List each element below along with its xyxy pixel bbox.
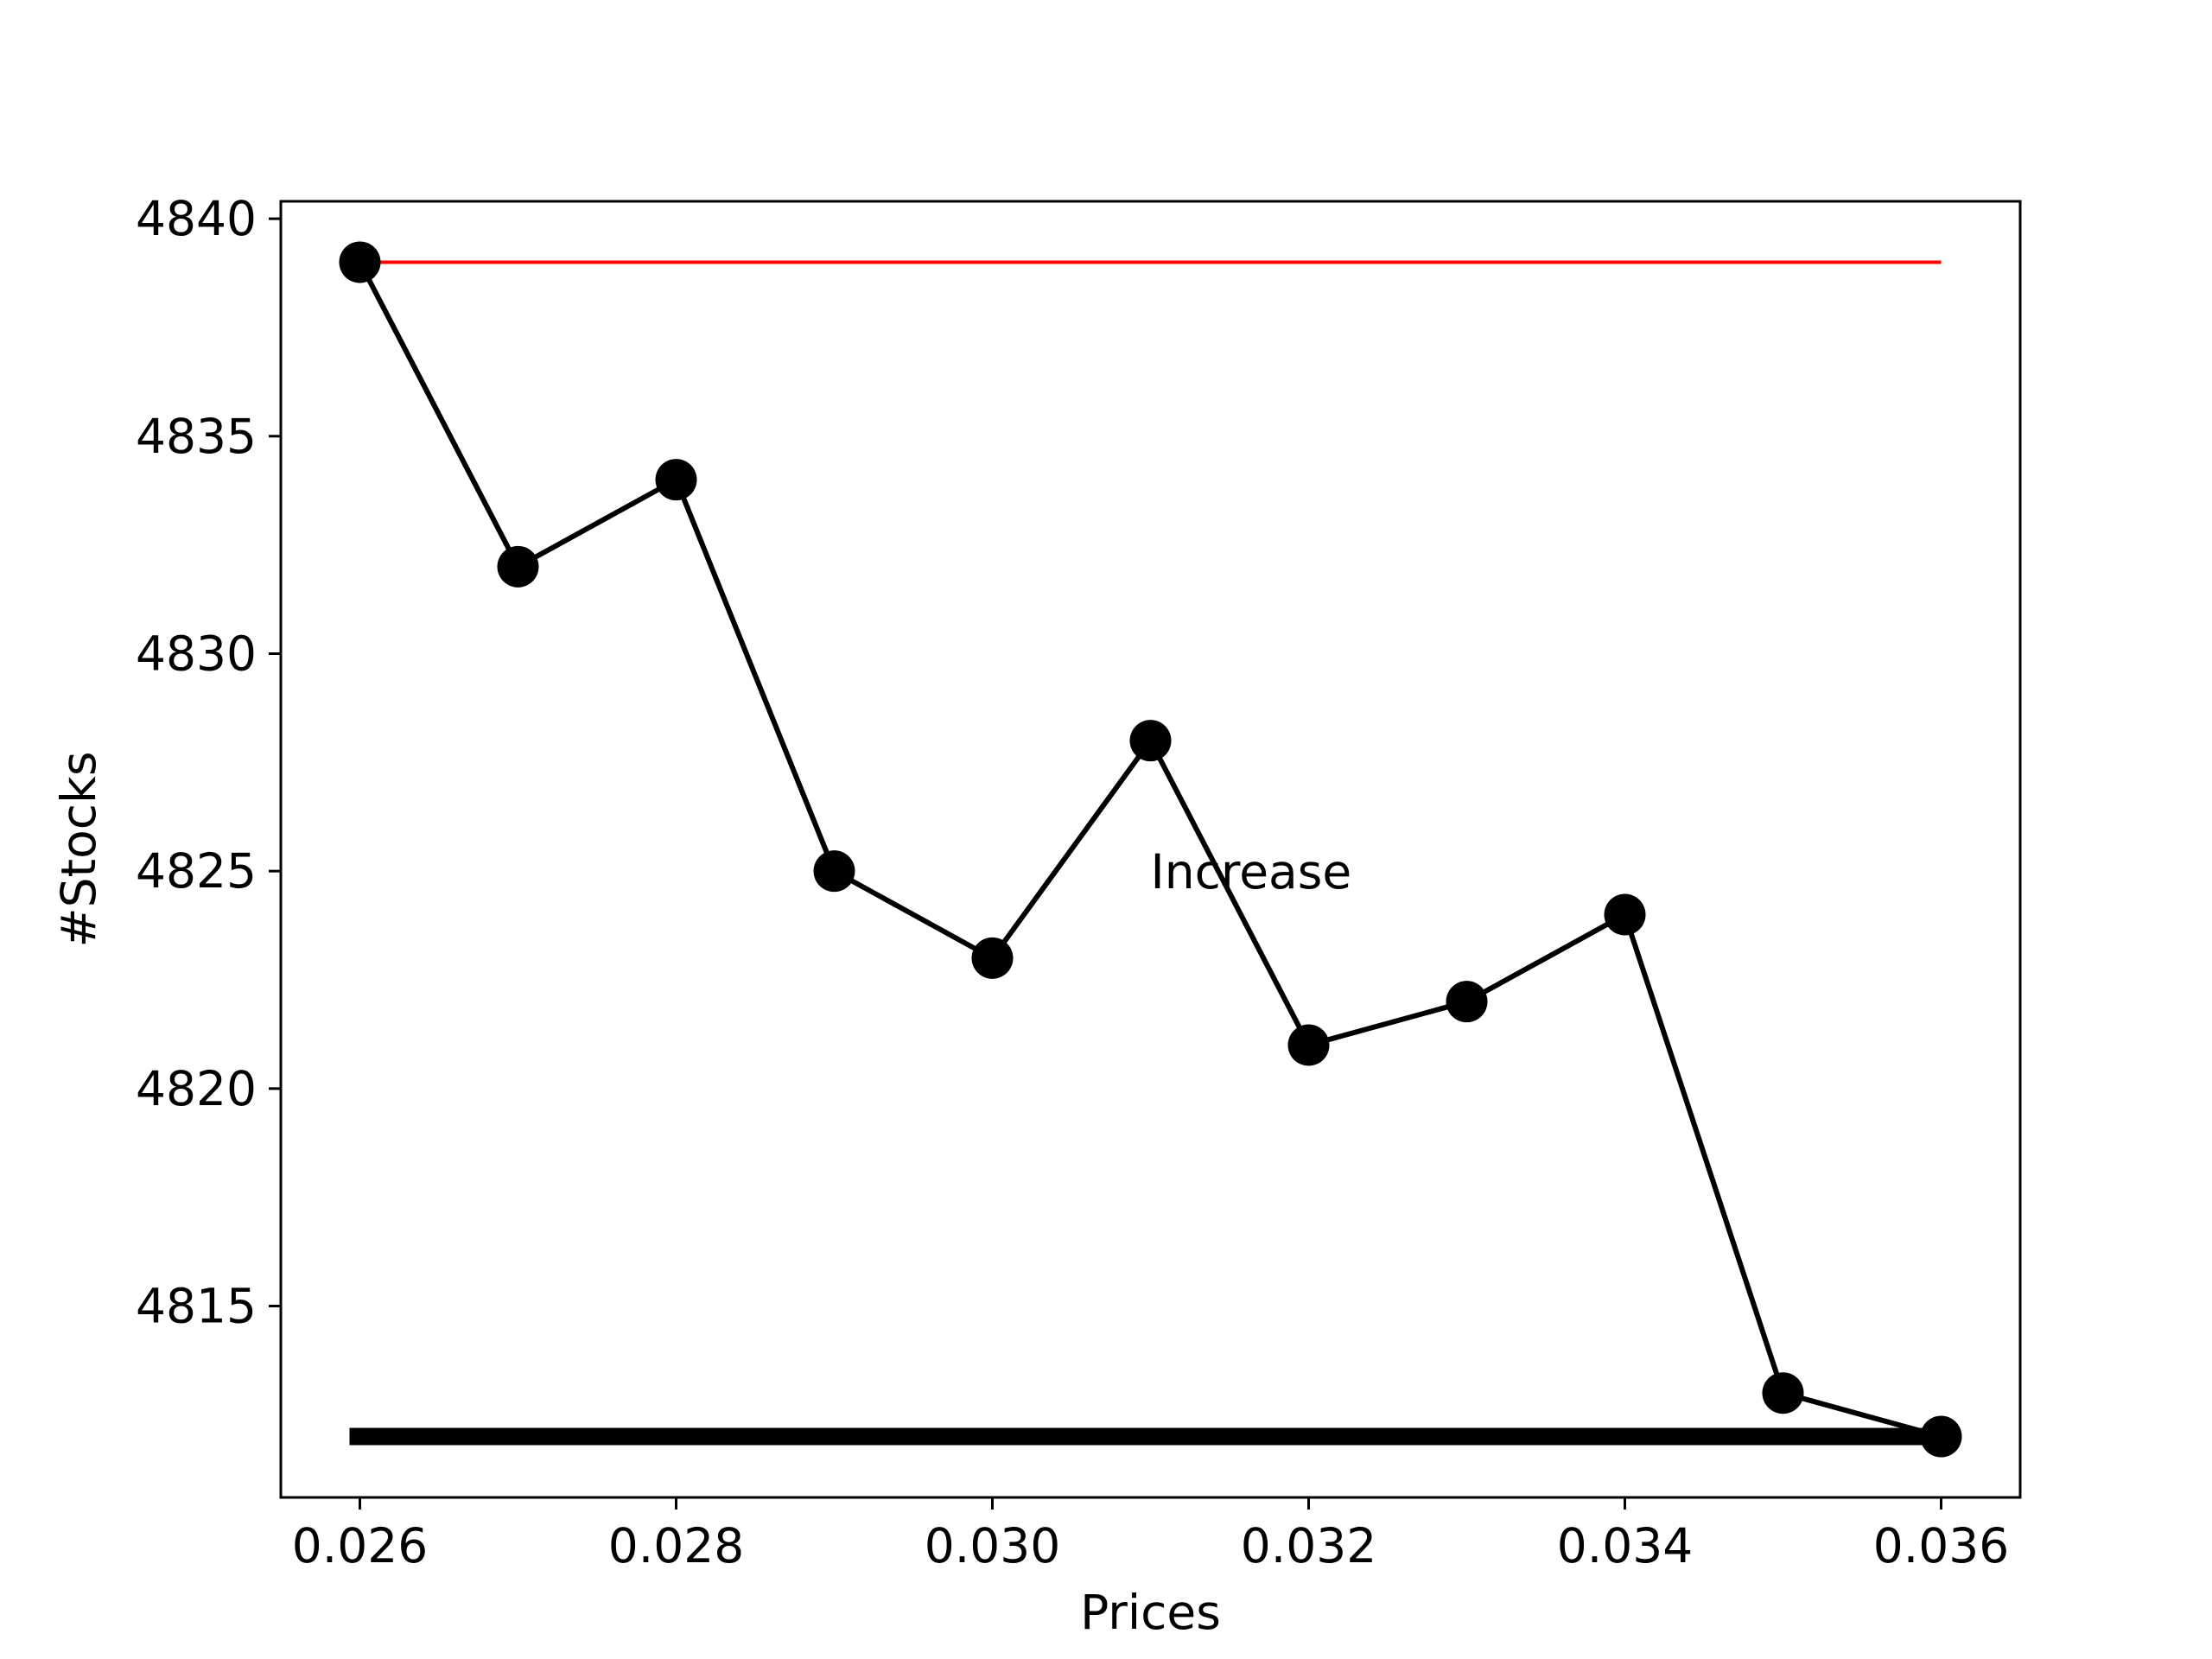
data-point xyxy=(1446,981,1488,1023)
y-axis: 4815 4820 4825 4830 4835 4840 xyxy=(136,191,281,1334)
y-tick-label: 4815 xyxy=(136,1279,257,1334)
x-tick-label: 0.028 xyxy=(608,1518,744,1573)
data-point xyxy=(655,459,697,501)
y-tick-label: 4840 xyxy=(136,191,257,246)
x-tick-label: 0.036 xyxy=(1873,1518,2009,1573)
data-point xyxy=(1762,1372,1804,1414)
annotation-label: Increase xyxy=(1151,844,1352,899)
data-point xyxy=(971,937,1014,979)
data-point xyxy=(1129,720,1172,762)
plot-area: Increase xyxy=(339,241,1962,1458)
x-tick-label: 0.026 xyxy=(292,1518,428,1573)
data-point xyxy=(339,241,381,283)
x-tick-label: 0.034 xyxy=(1557,1518,1693,1573)
data-point xyxy=(1287,1024,1330,1066)
y-tick-label: 4820 xyxy=(136,1061,257,1116)
data-point xyxy=(813,850,855,893)
data-point xyxy=(1920,1415,1962,1458)
x-axis-label: Prices xyxy=(1080,1585,1221,1640)
y-tick-label: 4835 xyxy=(136,409,257,464)
y-axis-label: #Stocks xyxy=(51,752,106,948)
y-tick-label: 4825 xyxy=(136,843,257,899)
data-point xyxy=(497,545,539,588)
x-tick-label: 0.032 xyxy=(1241,1518,1376,1573)
x-axis: 0.026 0.028 0.030 0.032 0.034 0.036 xyxy=(292,1497,2009,1573)
data-point xyxy=(1604,893,1646,936)
axes-frame xyxy=(279,200,2022,1499)
y-tick-label: 4830 xyxy=(136,626,257,681)
x-tick-label: 0.030 xyxy=(925,1518,1060,1573)
